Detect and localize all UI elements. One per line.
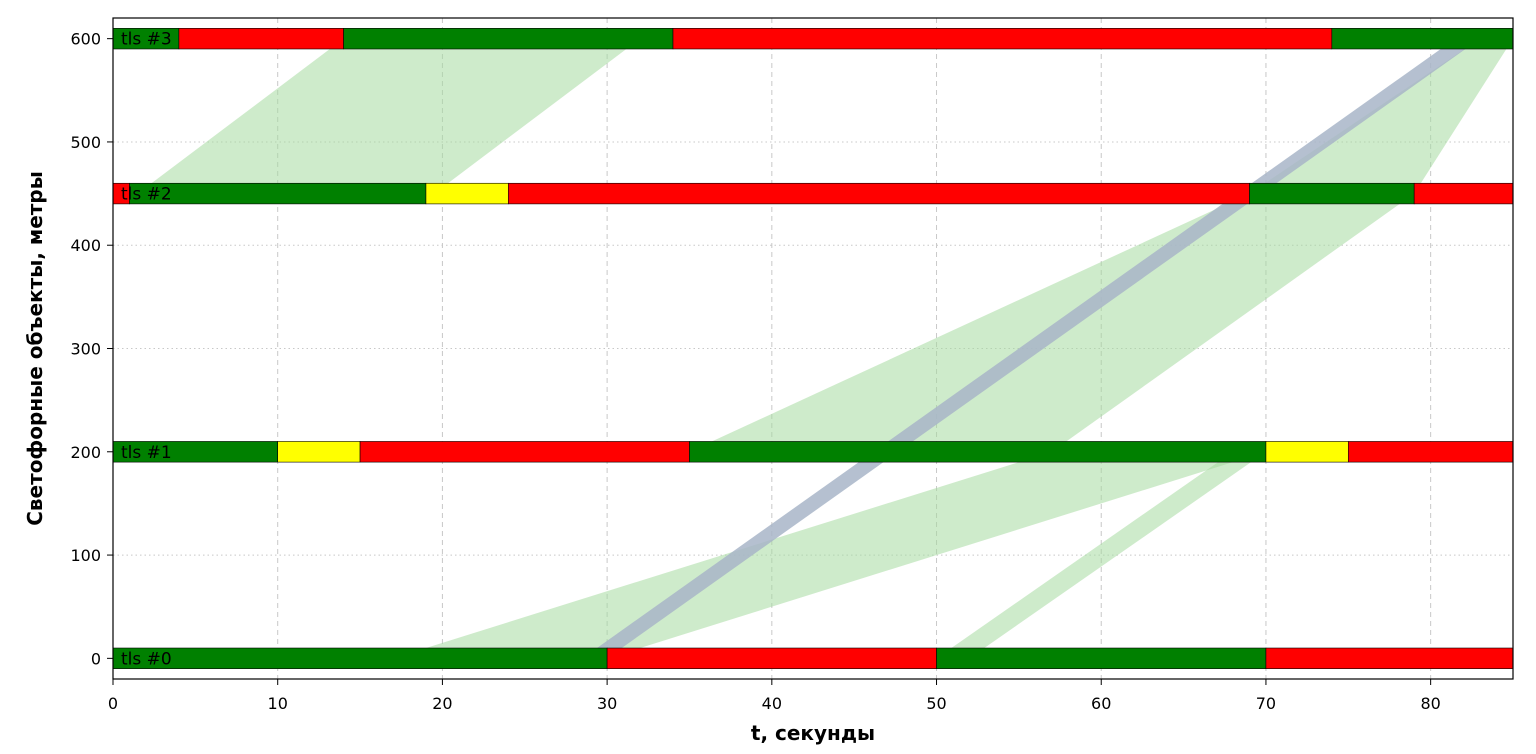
phase-bar-red bbox=[507, 182, 1250, 205]
signal-label: tls #0 bbox=[121, 649, 172, 669]
x-tick-label: 40 bbox=[762, 694, 782, 713]
x-tick-label: 80 bbox=[1420, 694, 1440, 713]
phase-bar-yellow bbox=[1265, 441, 1349, 463]
x-axis-label: t, секунды bbox=[751, 721, 875, 745]
phase-bar-green bbox=[1331, 28, 1514, 50]
y-tick-label: 100 bbox=[70, 546, 101, 565]
x-tick-label: 70 bbox=[1256, 694, 1276, 713]
phase-bar-red bbox=[672, 28, 1333, 50]
signal-phase-bars bbox=[112, 28, 1514, 669]
signal-label: tls #3 bbox=[121, 30, 172, 50]
green-wave-band bbox=[689, 193, 1415, 452]
phase-bar-green bbox=[129, 182, 427, 205]
x-tick-label: 10 bbox=[268, 694, 288, 713]
phase-bar-green bbox=[343, 28, 674, 50]
phase-bar-green bbox=[936, 647, 1267, 669]
y-axis-label: Светофорные объекты, метры bbox=[23, 171, 47, 526]
x-tick-label: 30 bbox=[597, 694, 617, 713]
phase-bar-red bbox=[178, 28, 344, 50]
signal-label: tls #1 bbox=[121, 443, 172, 463]
phase-bar-red bbox=[606, 647, 937, 669]
phase-bar-yellow bbox=[425, 182, 509, 205]
y-tick-label: 500 bbox=[70, 133, 101, 152]
y-tick-label: 400 bbox=[70, 236, 101, 255]
phase-bar-red bbox=[1413, 182, 1514, 205]
phase-bar-red bbox=[1265, 647, 1514, 669]
x-tick-label: 50 bbox=[926, 694, 946, 713]
y-axis-ticks: 0 100 200 300 400 500 600 bbox=[70, 30, 113, 668]
green-wave-band bbox=[393, 451, 1266, 659]
phase-bar-red bbox=[1347, 441, 1514, 463]
y-tick-label: 0 bbox=[91, 649, 101, 668]
y-tick-label: 600 bbox=[70, 30, 101, 49]
signal-labels: tls #0 tls #1 tls #2 tls #3 bbox=[121, 30, 172, 670]
phase-bar-green bbox=[689, 441, 1267, 463]
green-wave-band bbox=[137, 38, 641, 194]
phase-bar-green bbox=[1249, 182, 1415, 205]
green-wave-band bbox=[936, 451, 1266, 659]
x-axis-ticks: 0 10 20 30 40 50 60 70 80 bbox=[108, 679, 1441, 713]
phase-bar-green bbox=[112, 647, 608, 669]
x-tick-label: 60 bbox=[1091, 694, 1111, 713]
y-tick-label: 200 bbox=[70, 443, 101, 462]
phase-bar-red bbox=[359, 441, 690, 463]
signal-label: tls #2 bbox=[121, 185, 172, 205]
x-tick-label: 20 bbox=[432, 694, 452, 713]
y-tick-label: 300 bbox=[70, 340, 101, 359]
phase-bar-yellow bbox=[277, 441, 361, 463]
x-tick-label: 0 bbox=[108, 694, 118, 713]
